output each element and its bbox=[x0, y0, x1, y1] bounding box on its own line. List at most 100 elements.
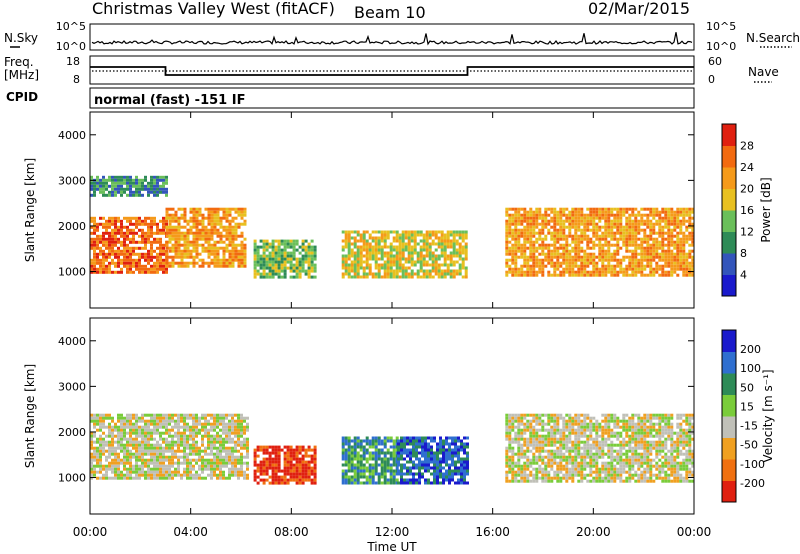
power-echo-cell bbox=[156, 187, 159, 191]
power-echo-cell bbox=[123, 231, 126, 235]
velocity-echo-cell bbox=[216, 425, 219, 429]
power-echo-cell bbox=[544, 246, 548, 250]
velocity-echo-cell bbox=[222, 425, 225, 429]
velocity-echo-cell bbox=[120, 437, 123, 441]
velocity-echo-cell bbox=[344, 475, 348, 479]
velocity-echo-cell bbox=[541, 425, 545, 429]
velocity-echo-cell bbox=[517, 458, 521, 462]
power-echo-cell bbox=[631, 273, 635, 277]
power-echo-cell bbox=[108, 178, 111, 182]
power-echo-cell bbox=[556, 261, 560, 265]
velocity-echo-cell bbox=[406, 478, 409, 482]
power-echo-cell bbox=[443, 236, 447, 240]
power-echo-cell bbox=[667, 231, 671, 235]
power-echo-cell bbox=[401, 272, 405, 276]
power-echo-cell bbox=[341, 272, 345, 276]
power-echo-cell bbox=[102, 270, 105, 274]
power-echo-cell bbox=[682, 213, 686, 217]
power-echo-cell bbox=[646, 249, 650, 253]
power-echo-cell bbox=[556, 273, 560, 277]
power-echo-cell bbox=[277, 269, 281, 273]
velocity-echo-cell bbox=[298, 445, 302, 449]
velocity-echo-cell bbox=[192, 452, 195, 456]
power-echo-cell bbox=[646, 246, 650, 250]
velocity-echo-cell bbox=[277, 451, 281, 455]
velocity-echo-cell bbox=[362, 448, 366, 452]
power-echo-cell bbox=[395, 236, 399, 240]
velocity-echo-cell bbox=[350, 463, 354, 467]
velocity-echo-cell bbox=[108, 428, 111, 432]
power-echo-cell bbox=[298, 269, 302, 273]
power-echo-cell bbox=[634, 273, 638, 277]
power-echo-cell bbox=[204, 234, 208, 238]
power-echo-cell bbox=[177, 234, 181, 238]
power-echo-cell bbox=[280, 242, 284, 246]
power-echo-cell bbox=[592, 252, 596, 256]
power-echo-cell bbox=[505, 261, 509, 265]
velocity-echo-cell bbox=[544, 422, 548, 426]
velocity-echo-cell bbox=[153, 464, 156, 468]
power-echo-cell bbox=[440, 242, 444, 246]
power-echo-cell bbox=[304, 272, 308, 276]
power-echo-cell bbox=[105, 181, 108, 185]
power-echo-cell bbox=[676, 246, 680, 250]
velocity-echo-cell bbox=[344, 481, 348, 485]
power-echo-cell bbox=[511, 270, 515, 274]
cpid-label: CPID bbox=[6, 90, 38, 104]
power-echo-cell bbox=[682, 234, 686, 238]
velocity-echo-cell bbox=[108, 452, 111, 456]
power-echo-cell bbox=[120, 187, 123, 191]
velocity-echo-cell bbox=[240, 440, 243, 444]
velocity-echo-cell bbox=[117, 470, 120, 474]
power-echo-cell bbox=[440, 239, 444, 243]
power-echo-cell bbox=[622, 231, 626, 235]
velocity-echo-cell bbox=[129, 422, 132, 426]
power-echo-cell bbox=[670, 219, 674, 223]
velocity-echo-cell bbox=[374, 457, 378, 461]
power-echo-cell bbox=[655, 240, 659, 244]
power-echo-cell bbox=[664, 243, 668, 247]
velocity-echo-cell bbox=[418, 481, 421, 485]
velocity-echo-cell bbox=[168, 476, 171, 480]
power-echo-cell bbox=[688, 213, 692, 217]
power-echo-cell bbox=[162, 178, 165, 182]
power-echo-cell bbox=[661, 267, 665, 271]
power-echo-cell bbox=[129, 216, 132, 220]
power-echo-cell bbox=[592, 261, 596, 265]
velocity-echo-cell bbox=[341, 451, 345, 455]
velocity-echo-cell bbox=[156, 416, 159, 420]
velocity-echo-cell bbox=[415, 457, 418, 461]
power-echo-cell bbox=[210, 225, 214, 229]
velocity-echo-cell bbox=[156, 455, 159, 459]
velocity-echo-cell bbox=[418, 478, 421, 482]
velocity-echo-cell bbox=[295, 451, 299, 455]
velocity-echo-cell bbox=[165, 458, 168, 462]
power-colorbar-tick-label: 28 bbox=[740, 140, 754, 153]
power-echo-cell bbox=[553, 249, 557, 253]
velocity-echo-cell bbox=[400, 442, 403, 446]
power-echo-cell bbox=[195, 231, 199, 235]
power-echo-cell bbox=[359, 248, 363, 252]
velocity-echo-cell bbox=[442, 442, 445, 446]
power-echo-cell bbox=[634, 267, 638, 271]
velocity-echo-cell bbox=[289, 466, 293, 470]
velocity-echo-cell bbox=[371, 463, 375, 467]
velocity-echo-cell bbox=[120, 431, 123, 435]
power-echo-cell bbox=[126, 246, 129, 250]
velocity-echo-cell bbox=[433, 451, 436, 455]
velocity-echo-cell bbox=[341, 469, 345, 473]
power-echo-cell bbox=[520, 255, 524, 259]
power-echo-cell bbox=[658, 267, 662, 271]
power-echo-cell bbox=[505, 213, 509, 217]
power-echo-cell bbox=[410, 269, 414, 273]
velocity-echo-cell bbox=[225, 464, 228, 468]
power-echo-cell bbox=[625, 231, 629, 235]
power-echo-cell bbox=[574, 228, 578, 232]
velocity-echo-cell bbox=[430, 454, 433, 458]
power-echo-cell bbox=[359, 245, 363, 249]
power-echo-cell bbox=[123, 216, 126, 220]
power-echo-cell bbox=[628, 249, 632, 253]
velocity-echo-cell bbox=[162, 413, 165, 417]
power-echo-cell bbox=[553, 264, 557, 268]
velocity-echo-cell bbox=[120, 449, 123, 453]
